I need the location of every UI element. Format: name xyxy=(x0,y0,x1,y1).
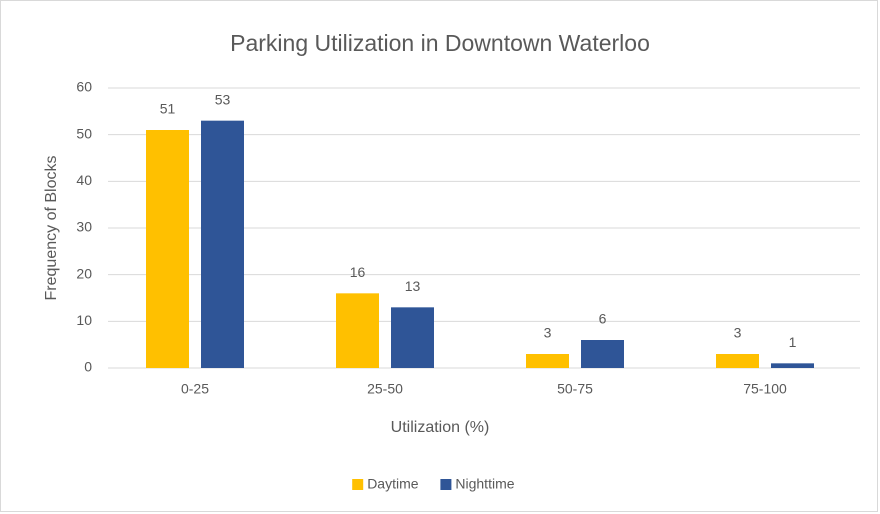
bar xyxy=(771,363,814,368)
y-axis-label: Frequency of Blocks xyxy=(43,156,60,301)
bar xyxy=(391,307,434,368)
bar xyxy=(716,354,759,368)
bar xyxy=(581,340,624,368)
x-tick-label: 0-25 xyxy=(181,381,209,397)
legend-label: Nighttime xyxy=(455,476,514,492)
bar xyxy=(526,354,569,368)
bar xyxy=(146,130,189,368)
data-label: 53 xyxy=(215,91,231,107)
chart-title: Parking Utilization in Downtown Waterloo xyxy=(230,30,650,56)
y-tick-label: 40 xyxy=(76,172,92,188)
x-tick-label: 50-75 xyxy=(557,381,593,397)
x-tick-label: 25-50 xyxy=(367,381,403,397)
data-label: 1 xyxy=(789,334,797,350)
y-tick-label: 50 xyxy=(76,125,92,141)
y-tick-label: 30 xyxy=(76,219,92,235)
x-axis-label: Utilization (%) xyxy=(391,419,490,436)
data-label: 3 xyxy=(544,325,552,341)
x-tick-label: 75-100 xyxy=(743,381,787,397)
data-label: 3 xyxy=(734,325,742,341)
data-label: 51 xyxy=(160,101,176,117)
legend-swatch xyxy=(352,479,364,490)
y-tick-label: 10 xyxy=(76,312,92,328)
legend-label: Daytime xyxy=(367,476,419,492)
data-label: 16 xyxy=(350,264,366,280)
data-label: 13 xyxy=(405,278,421,294)
legend-swatch xyxy=(440,479,452,490)
y-tick-label: 0 xyxy=(84,359,92,375)
bar xyxy=(201,120,244,369)
data-label: 6 xyxy=(599,311,607,327)
y-tick-label: 20 xyxy=(76,265,92,281)
y-tick-label: 60 xyxy=(76,79,92,95)
bar xyxy=(336,293,379,368)
